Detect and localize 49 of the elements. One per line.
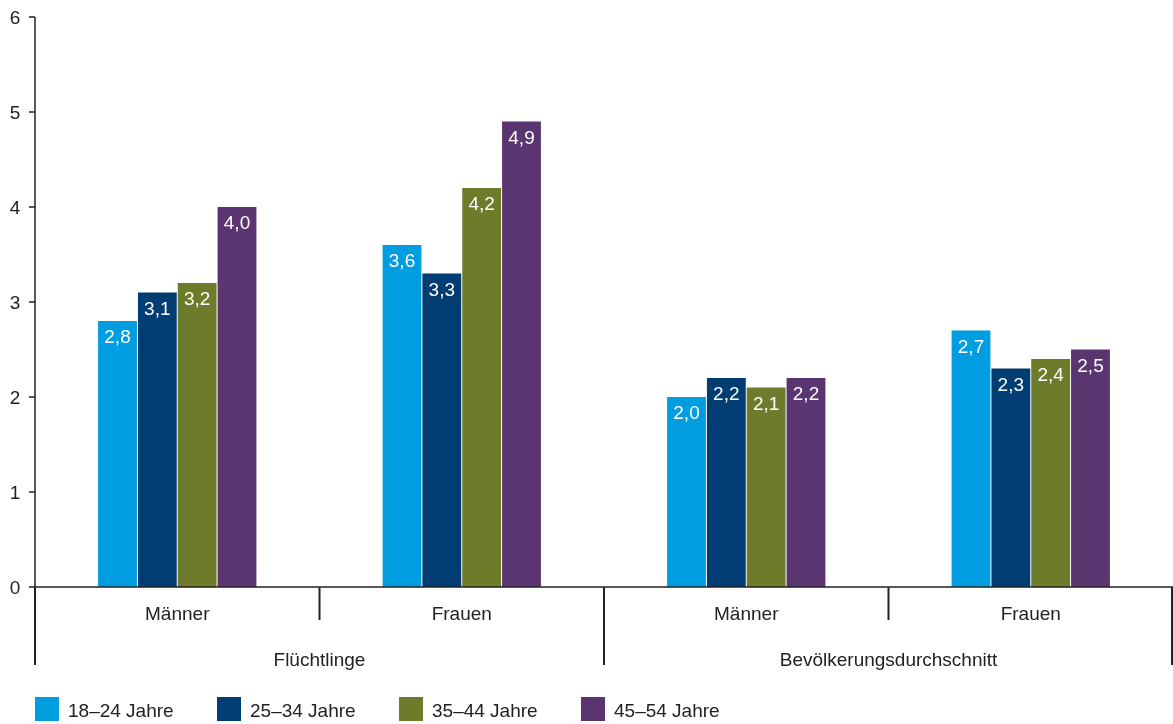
data-label: 4,9 [508, 126, 535, 148]
data-label: 4,2 [468, 193, 495, 214]
bar [177, 283, 217, 587]
bar [98, 321, 137, 587]
bar [462, 188, 502, 587]
x-tick-label: Frauen [1000, 603, 1061, 624]
data-label: 2,2 [713, 383, 740, 404]
bar [422, 273, 462, 587]
data-label: 3,3 [428, 278, 456, 300]
y-tick-label: 2 [9, 386, 21, 408]
legend-label: 18–24 Jahre [68, 700, 174, 721]
data-label: 2,3 [997, 373, 1025, 395]
bar [137, 292, 177, 587]
text: Bevölkerungsdurchschnitt [779, 649, 998, 670]
bar [706, 378, 746, 587]
data-label: 2,5 [1077, 354, 1104, 376]
y-tick-label: 6 [9, 6, 21, 28]
y-tick-label: 4 [9, 196, 21, 218]
bar [217, 207, 257, 587]
text: Flüchtlinge [273, 649, 366, 670]
x-tick-label: Männer [145, 603, 211, 624]
data-label: 3,2 [183, 288, 211, 309]
legend-label: 45–54 Jahre [614, 700, 720, 721]
y-tick-label: 5 [9, 101, 21, 123]
bar [1071, 349, 1110, 587]
data-label: 2,4 [1037, 364, 1065, 385]
y-tick-label: 3 [9, 291, 21, 313]
x-tick-label: Männer [714, 603, 780, 624]
data-label: 2,1 [752, 392, 780, 414]
y-tick-label: 1 [9, 481, 21, 503]
data-label: 4,0 [223, 212, 251, 233]
bar [382, 245, 422, 587]
bar [951, 330, 991, 587]
data-label: 3,1 [144, 297, 171, 319]
data-label: 3,6 [388, 250, 416, 271]
data-label: 2,2 [792, 383, 820, 404]
bar [786, 378, 826, 587]
bar [746, 387, 786, 587]
data-label: 2,8 [104, 326, 131, 347]
legend-label: 35–44 Jahre [432, 700, 538, 721]
bar [991, 368, 1031, 587]
bar [1031, 359, 1071, 587]
data-label: 2,7 [957, 335, 985, 357]
y-tick-label: 0 [9, 576, 21, 598]
x-tick-label: Frauen [431, 603, 492, 624]
data-label: 2,0 [673, 402, 700, 423]
legend-label: 25–34 Jahre [250, 700, 356, 721]
bar [502, 121, 541, 587]
bar [667, 397, 706, 587]
